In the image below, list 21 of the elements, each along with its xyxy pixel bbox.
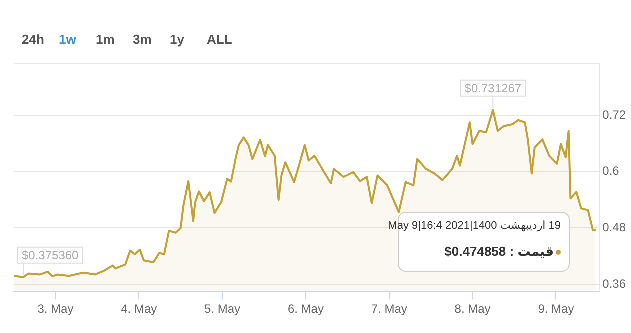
y-tick-label: 0.72 <box>602 108 626 122</box>
y-tick-label: 0.48 <box>602 220 626 235</box>
x-tick-label: 4. May <box>121 302 158 316</box>
x-tick-label: 8. May <box>454 302 491 316</box>
y-tick-label: 0.36 <box>602 276 626 291</box>
text: 3m <box>133 32 153 47</box>
text: 1w <box>59 32 78 47</box>
x-tick-label: 3. May <box>38 302 74 316</box>
x-tick-label: 9. May <box>538 302 574 316</box>
x-tick-label: 7. May <box>371 302 408 316</box>
text: 24h <box>22 32 46 47</box>
y-tick-label: 0.6 <box>602 164 620 178</box>
x-tick-label: 5. May <box>204 302 241 316</box>
annotation: $0.375360 <box>22 248 80 263</box>
x-tick-label: 6. May <box>288 302 324 316</box>
annotation: $0.731267 <box>464 82 522 96</box>
text: ALL <box>207 32 234 47</box>
annotation: قیمت : 0.474858$ <box>444 244 554 260</box>
text: 1m <box>96 32 116 47</box>
annotation: 19 اردیبهشت 1400|2021 May 9|16:4 <box>388 219 561 232</box>
text: 1y <box>170 32 186 47</box>
